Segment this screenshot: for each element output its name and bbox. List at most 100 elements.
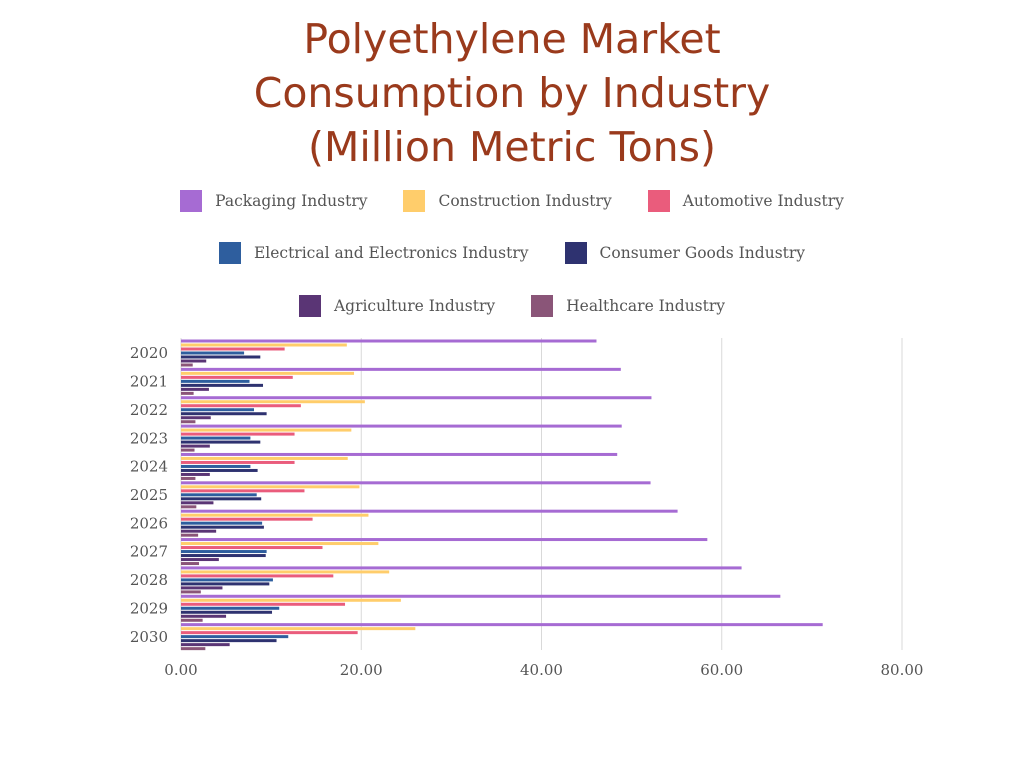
bar <box>181 562 200 566</box>
y-tick-label: 2026 <box>130 514 168 532</box>
bar <box>181 501 214 505</box>
bar <box>181 546 323 550</box>
legend-label-construction: Construction Industry <box>438 192 612 210</box>
bar <box>181 582 270 586</box>
legend-swatch-construction <box>403 190 426 212</box>
y-tick-label: 2021 <box>130 373 168 391</box>
bar <box>181 618 203 622</box>
bar <box>181 485 360 489</box>
legend-label-agriculture: Agriculture Industry <box>333 297 496 315</box>
legend-swatch-electrical <box>218 242 241 264</box>
y-tick-label: 2025 <box>130 486 168 504</box>
bar <box>181 594 781 598</box>
bar <box>181 351 245 355</box>
legend-swatch-agriculture <box>298 295 321 317</box>
bar <box>181 489 305 493</box>
bar <box>181 574 334 578</box>
x-tick-label: 80.00 <box>881 661 924 679</box>
bar <box>181 493 257 497</box>
bar <box>181 529 217 533</box>
bar <box>181 570 390 574</box>
y-tick-label: 2029 <box>130 599 168 617</box>
bar <box>181 412 267 416</box>
bar <box>181 505 197 509</box>
legend-item-consumer-goods[interactable]: Consumer Goods Industry <box>564 242 806 264</box>
bar <box>181 387 209 391</box>
bar <box>181 432 295 436</box>
legend-swatch-consumer-goods <box>564 242 587 264</box>
y-tick-label: 2022 <box>130 401 168 419</box>
bar <box>181 339 597 343</box>
bar <box>181 509 678 513</box>
x-tick-label: 0.00 <box>164 661 197 679</box>
x-tick-label: 60.00 <box>700 661 743 679</box>
bar <box>181 416 211 420</box>
bar <box>181 602 346 606</box>
bar <box>181 355 261 359</box>
bar <box>181 542 379 546</box>
legend-swatch-healthcare <box>531 295 554 317</box>
legend-label-healthcare: Healthcare Industry <box>566 297 726 315</box>
bar <box>181 525 264 529</box>
x-tick-label: 40.00 <box>520 661 563 679</box>
chart-title: Polyethylene Market Consumption by Indus… <box>0 12 1024 174</box>
bar <box>181 606 280 610</box>
bar <box>181 598 401 602</box>
bar <box>181 436 251 440</box>
legend-label-electrical: Electrical and Electronics Industry <box>253 244 529 262</box>
bar <box>181 375 293 379</box>
bar <box>181 383 264 387</box>
legend-swatch-packaging <box>180 190 203 212</box>
y-tick-label: 2020 <box>130 344 168 362</box>
bar <box>181 631 358 635</box>
bar <box>181 481 651 485</box>
bar <box>181 460 295 464</box>
bar <box>181 538 708 542</box>
legend-item-electrical[interactable]: Electrical and Electronics Industry <box>218 242 529 264</box>
bar <box>181 521 263 525</box>
bar <box>181 343 347 347</box>
bar <box>181 578 273 582</box>
bar <box>181 363 193 367</box>
legend-label-consumer-goods: Consumer Goods Industry <box>599 244 806 262</box>
bar <box>181 627 416 631</box>
bar <box>181 367 621 371</box>
bar <box>181 590 201 594</box>
bar <box>181 424 622 428</box>
legend-label-automotive: Automotive Industry <box>682 192 844 210</box>
bar <box>181 533 199 537</box>
bar <box>181 639 277 643</box>
bar <box>181 404 301 408</box>
bar <box>181 468 258 472</box>
chart-title-line-1: Polyethylene Market <box>303 15 721 63</box>
legend-item-healthcare[interactable]: Healthcare Industry <box>531 295 725 317</box>
legend-row-1: Packaging Industry Construction Industry… <box>0 190 1024 212</box>
bar <box>181 448 195 452</box>
bar <box>181 440 261 444</box>
bar <box>181 408 255 412</box>
bar <box>181 586 223 590</box>
bar <box>181 379 250 383</box>
bar <box>181 456 348 460</box>
legend-label-packaging: Packaging Industry <box>215 192 368 210</box>
bar <box>181 558 219 562</box>
bar <box>181 464 251 468</box>
legend-swatch-automotive <box>647 190 670 212</box>
legend-item-construction[interactable]: Construction Industry <box>403 190 612 212</box>
legend-item-automotive[interactable]: Automotive Industry <box>647 190 844 212</box>
chart-title-line-3: (Million Metric Tons) <box>307 123 717 171</box>
legend-item-agriculture[interactable]: Agriculture Industry <box>298 295 496 317</box>
y-tick-label: 2028 <box>130 571 168 589</box>
bar <box>181 497 262 501</box>
bar <box>181 550 267 554</box>
bar <box>181 566 742 570</box>
y-tick-label: 2030 <box>130 628 168 646</box>
bar <box>181 391 194 395</box>
bar <box>181 476 196 480</box>
bar <box>181 614 227 618</box>
bar <box>181 347 285 351</box>
bar <box>181 428 352 432</box>
legend-item-packaging[interactable]: Packaging Industry <box>180 190 367 212</box>
bar <box>181 610 273 614</box>
